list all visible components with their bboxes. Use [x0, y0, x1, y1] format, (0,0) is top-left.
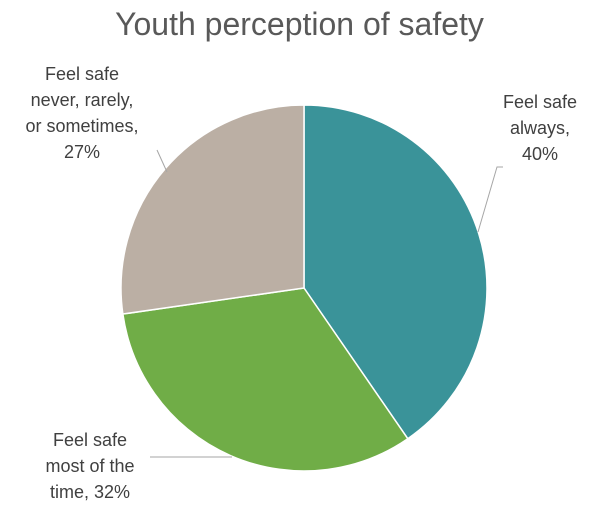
- slice-label-line: always,: [510, 118, 570, 138]
- leader-lines: [150, 149, 503, 458]
- slice-labels: Feel safe always, 40% Feel safe most of the t…: [25, 64, 577, 502]
- slice-label-line: time, 32%: [50, 482, 130, 502]
- slice-always: [303, 104, 488, 440]
- slice-label-line: Feel safe: [53, 430, 127, 450]
- slice-never-rarely-sometimes: [120, 104, 305, 315]
- chart-title: Youth perception of safety: [115, 6, 484, 42]
- slice-label-line: Feel safe: [45, 64, 119, 84]
- slice-label: Feel safe never, rarely, or sometimes, 27%: [25, 64, 138, 162]
- slice-label-line: most of the: [45, 456, 134, 476]
- slice-label-line: never, rarely,: [31, 90, 134, 110]
- slice-label-line: 40%: [522, 144, 558, 164]
- leader-line: [477, 166, 503, 233]
- slice-label-line: or sometimes,: [25, 116, 138, 136]
- slice-label: Feel safe always, 40%: [503, 92, 577, 164]
- pie-slices: [120, 104, 488, 472]
- slice-label: Feel safe most of the time, 32%: [45, 430, 134, 502]
- slice-most-of-the-time: [122, 287, 409, 472]
- leader-line: [156, 149, 168, 173]
- slice-label-line: Feel safe: [503, 92, 577, 112]
- slice-label-line: 27%: [64, 142, 100, 162]
